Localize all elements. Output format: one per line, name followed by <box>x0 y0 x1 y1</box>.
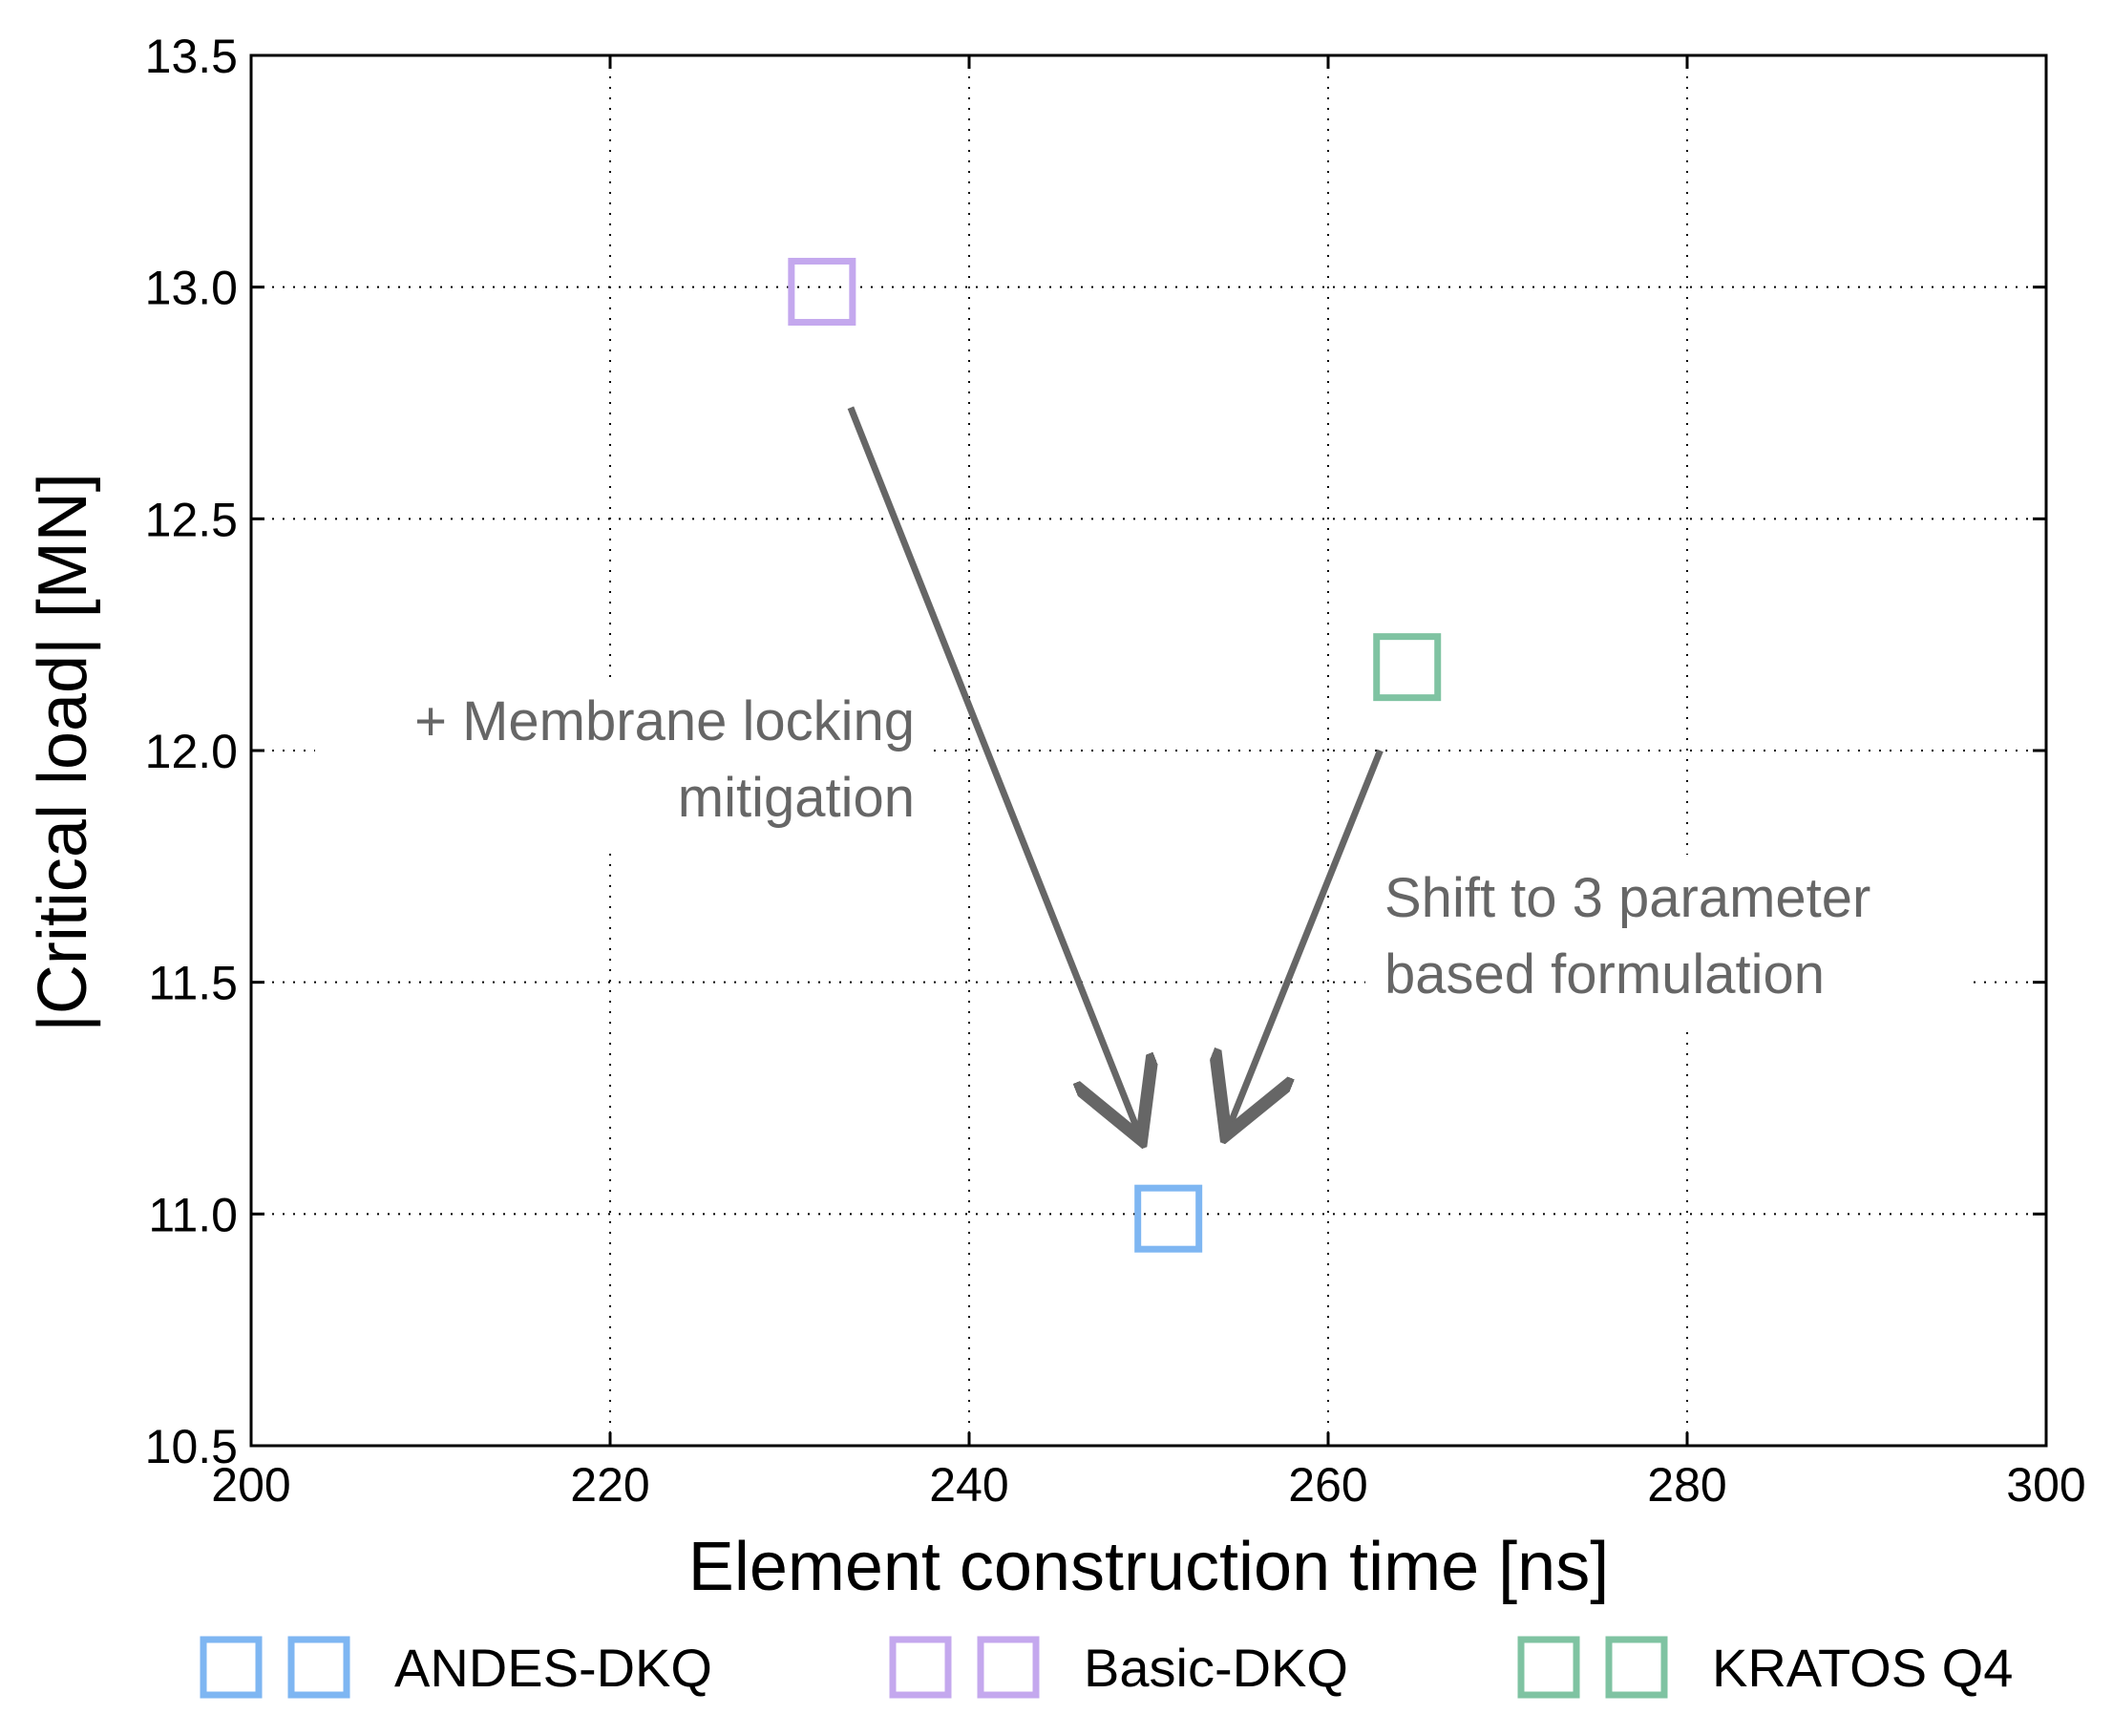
legend-label-basic-dkq: Basic-DKQ <box>1084 1638 1348 1698</box>
x-tick-label: 260 <box>1288 1458 1367 1512</box>
x-tick-label: 300 <box>2006 1458 2085 1512</box>
legend-swatch-basic-dkq <box>977 1636 1040 1699</box>
y-tick-label: 11.0 <box>148 1188 238 1241</box>
annotation-line: + Membrane locking <box>414 690 915 752</box>
annotation-arrow <box>847 406 1142 1140</box>
x-tick-label: 220 <box>570 1458 649 1512</box>
annotation-line: Shift to 3 parameter <box>1384 867 1870 929</box>
data-point-kratos-q4 <box>1373 633 1442 702</box>
annotation-line: based formulation <box>1384 943 1825 1006</box>
legend: ANDES-DKQ Basic-DKQ KRATOS Q4 <box>200 1636 2013 1699</box>
x-axis-title: Element construction time [ns] <box>688 1529 1609 1605</box>
y-tick-label: 13.0 <box>145 262 238 315</box>
y-tick-label: 10.5 <box>145 1420 238 1473</box>
annotation-text: + Membrane locking mitigation <box>414 690 915 829</box>
annotation-text: Shift to 3 parameter based formulation <box>1384 867 1870 1006</box>
y-axis-title: |Critical load| [MN] <box>25 473 101 1032</box>
legend-label-kratos-q4: KRATOS Q4 <box>1712 1638 2013 1698</box>
annotations: + Membrane locking mitigation Shift to 3 p… <box>315 406 1967 1140</box>
annotation-backdrop <box>1365 855 1967 1027</box>
y-tick-label: 12.0 <box>145 725 238 778</box>
legend-swatch-basic-dkq <box>889 1636 952 1699</box>
data-point-andes-dkq <box>1134 1184 1203 1253</box>
legend-swatch-kratos-q4 <box>1605 1636 1668 1699</box>
annotation-arrow <box>1226 749 1384 1135</box>
legend-swatch-kratos-q4 <box>1517 1636 1580 1699</box>
legend-swatch-andes-dkq <box>200 1636 263 1699</box>
y-axis-ticks: 10.5 11.0 11.5 12.0 12.5 13.0 13.5 <box>145 30 2046 1473</box>
x-tick-label: 200 <box>211 1458 290 1512</box>
annotation-line: mitigation <box>678 767 915 829</box>
data-points <box>788 258 1442 1253</box>
y-tick-label: 13.5 <box>145 30 238 83</box>
y-tick-label: 12.5 <box>145 493 238 546</box>
legend-swatch-andes-dkq <box>287 1636 350 1699</box>
data-point-basic-dkq <box>788 258 856 327</box>
x-tick-label: 280 <box>1647 1458 1726 1512</box>
y-tick-label: 11.5 <box>148 957 238 1010</box>
x-axis-ticks: 200 220 240 260 280 300 <box>211 55 2086 1512</box>
annotation-backdrop <box>315 678 926 850</box>
x-tick-label: 240 <box>929 1458 1008 1512</box>
legend-label-andes-dkq: ANDES-DKQ <box>394 1638 712 1698</box>
